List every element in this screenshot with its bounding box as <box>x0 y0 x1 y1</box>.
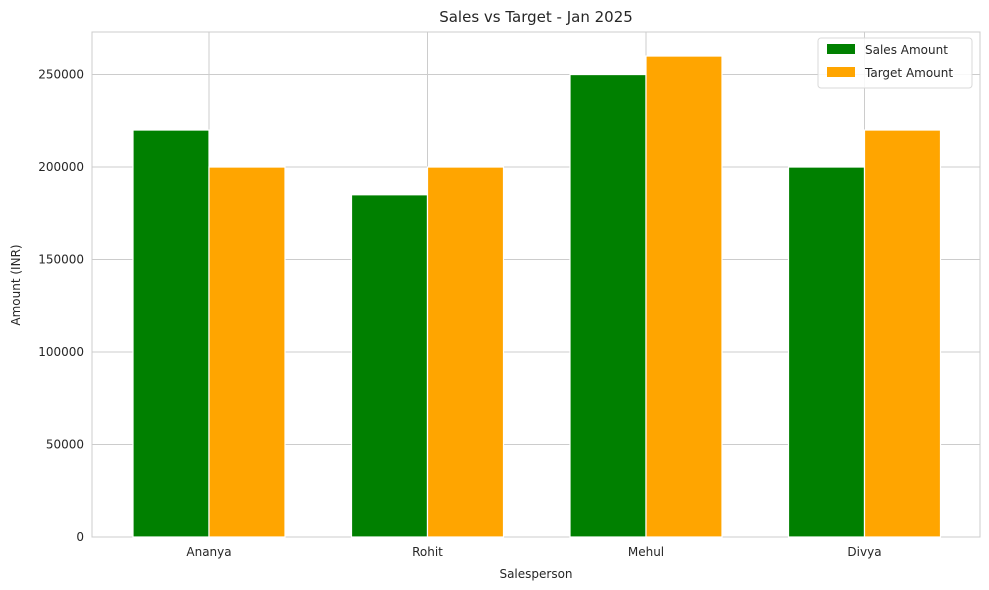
legend: Sales Amount Target Amount <box>817 37 973 89</box>
x-axis-ticks: Ananya Rohit Mehul Divya <box>186 545 881 559</box>
bar-target-amount <box>208 166 286 538</box>
legend-swatch-sales <box>827 44 855 54</box>
y-tick-label: 0 <box>76 530 84 544</box>
x-tick-label: Rohit <box>412 545 443 559</box>
x-tick-label: Mehul <box>628 545 664 559</box>
x-axis-label: Salesperson <box>499 567 572 581</box>
bar-target-amount <box>645 55 723 538</box>
y-axis-label: Amount (INR) <box>9 244 23 325</box>
chart-title: Sales vs Target - Jan 2025 <box>439 8 633 26</box>
legend-box <box>817 37 973 89</box>
x-tick-label: Ananya <box>186 545 231 559</box>
legend-swatch-target <box>827 67 855 77</box>
y-tick-label: 200000 <box>38 160 84 174</box>
y-axis-ticks: 0 50000 100000 150000 200000 250000 <box>38 68 84 544</box>
bar-sales-amount <box>787 166 866 538</box>
bar-sales-amount <box>569 73 647 538</box>
bar-target-amount <box>426 166 505 538</box>
y-tick-label: 150000 <box>38 253 84 267</box>
bar-sales-amount <box>350 194 429 538</box>
legend-label-target: Target Amount <box>864 66 953 80</box>
x-tick-label: Divya <box>847 545 881 559</box>
y-tick-label: 250000 <box>38 68 84 82</box>
bar-sales-amount <box>132 129 210 538</box>
y-tick-label: 50000 <box>46 438 84 452</box>
bar-target-amount <box>863 129 942 538</box>
legend-label-sales: Sales Amount <box>865 43 948 57</box>
y-tick-label: 100000 <box>38 345 84 359</box>
bars <box>132 55 942 538</box>
